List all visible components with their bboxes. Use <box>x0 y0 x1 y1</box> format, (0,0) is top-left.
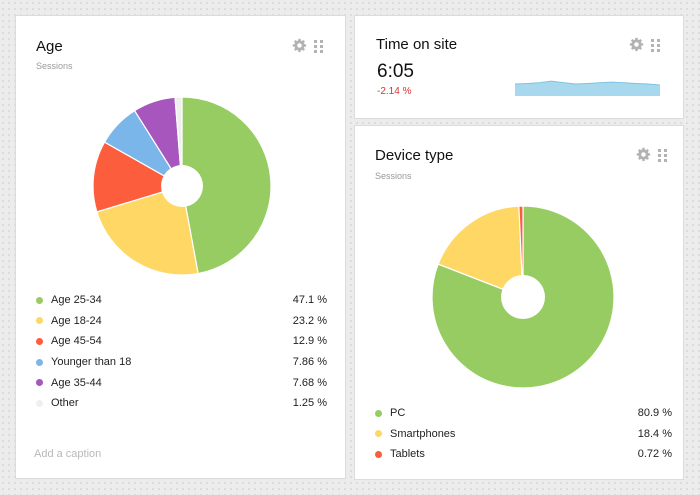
legend-value: 18.4 % <box>637 427 672 440</box>
legend-item[interactable]: Younger than 18 7.86 % <box>36 352 327 373</box>
legend-color-dot <box>36 337 43 345</box>
legend-item[interactable]: PC 80.9 % <box>375 403 672 424</box>
legend-color-dot <box>375 450 382 458</box>
legend-label: Tablets <box>390 448 425 461</box>
legend-label: Age 45-54 <box>51 335 102 348</box>
legend-label: Age 35-44 <box>51 376 102 389</box>
device-donut-hole <box>501 275 545 319</box>
legend-color-dot <box>36 379 43 387</box>
drag-handle-icon[interactable] <box>651 38 660 52</box>
sparkline-area <box>515 81 660 96</box>
device-pie-chart <box>431 205 615 389</box>
legend-label: Younger than 18 <box>51 356 132 369</box>
legend-value: 1.25 % <box>292 397 327 410</box>
device-widget-subtitle: Sessions <box>375 171 412 181</box>
age-pie-chart <box>92 96 272 276</box>
legend-label: PC <box>390 407 406 420</box>
gear-icon[interactable] <box>629 37 644 52</box>
legend-item[interactable]: Smartphones 18.4 % <box>375 424 672 445</box>
gear-icon[interactable] <box>292 38 307 53</box>
device-type-widget: Device type Sessions PC 80.9 % Smartphones… <box>354 125 684 480</box>
legend-label: Age 25-34 <box>51 294 102 307</box>
device-slice-1[interactable] <box>437 205 524 298</box>
age-slice-2[interactable] <box>92 141 184 213</box>
age-widget: Age Sessions Age 25-34 47.1 % Age 18-24 23.… <box>15 15 346 479</box>
drag-handle-icon[interactable] <box>314 39 323 53</box>
legend-value: 47.1 % <box>292 294 327 307</box>
legend-color-dot <box>36 399 43 407</box>
legend-color-dot <box>375 430 382 438</box>
time-widget-title: Time on site <box>376 36 458 53</box>
legend-color-dot <box>36 358 43 366</box>
legend-item[interactable]: Age 45-54 12.9 % <box>36 331 327 352</box>
age-slice-1[interactable] <box>96 185 199 276</box>
legend-color-dot <box>36 317 43 325</box>
legend-value: 80.9 % <box>637 407 672 420</box>
age-widget-title: Age <box>36 38 63 55</box>
age-legend: Age 25-34 47.1 % Age 18-24 23.2 % Age 45-54 1… <box>36 290 327 414</box>
device-legend: PC 80.9 % Smartphones 18.4 % Tablets 0.72 % <box>375 403 672 465</box>
age-donut-hole <box>161 165 203 207</box>
legend-label: Other <box>51 397 79 410</box>
time-sparkline <box>515 80 660 96</box>
legend-label: Smartphones <box>390 427 456 440</box>
legend-label: Age 18-24 <box>51 314 102 327</box>
legend-item[interactable]: Age 25-34 47.1 % <box>36 290 327 311</box>
time-on-site-value: 6:05 <box>377 61 414 82</box>
legend-value: 12.9 % <box>292 335 327 348</box>
gear-icon[interactable] <box>636 147 651 162</box>
legend-item[interactable]: Age 35-44 7.68 % <box>36 372 327 393</box>
legend-color-dot <box>375 409 382 417</box>
time-on-site-widget: Time on site 6:05 -2.14 % <box>354 15 684 119</box>
legend-item[interactable]: Other 1.25 % <box>36 393 327 414</box>
sparkline-line <box>515 80 660 86</box>
legend-item[interactable]: Age 18-24 23.2 % <box>36 311 327 332</box>
caption-input[interactable]: Add a caption <box>34 448 102 460</box>
device-slice-2[interactable] <box>518 205 524 298</box>
age-widget-subtitle: Sessions <box>36 61 73 71</box>
legend-value: 7.86 % <box>292 356 327 369</box>
legend-value: 7.68 % <box>292 376 327 389</box>
age-slice-0[interactable] <box>181 96 272 275</box>
legend-value: 23.2 % <box>292 314 327 327</box>
time-on-site-delta: -2.14 % <box>377 86 412 97</box>
legend-color-dot <box>36 296 43 304</box>
age-slice-5[interactable] <box>174 96 183 187</box>
drag-handle-icon[interactable] <box>658 148 667 162</box>
legend-item[interactable]: Tablets 0.72 % <box>375 444 672 465</box>
legend-value: 0.72 % <box>637 448 672 461</box>
device-widget-title: Device type <box>375 147 454 164</box>
